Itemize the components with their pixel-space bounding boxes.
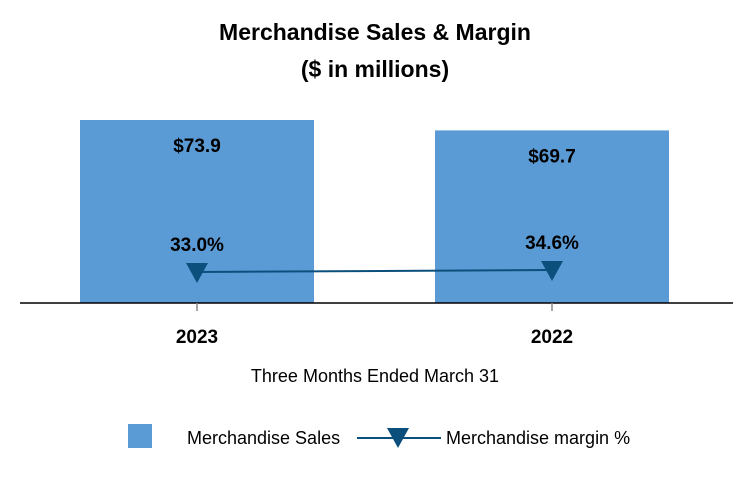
x-tick-label-2023: 2023 xyxy=(176,327,218,348)
legend-swatch-merchandise-sales xyxy=(128,424,152,448)
legend-marker-merchandise-margin xyxy=(387,428,409,448)
x-axis-title: Three Months Ended March 31 xyxy=(251,366,499,386)
bar-value-label-2022: $69.7 xyxy=(528,146,576,167)
margin-label-2023: 33.0% xyxy=(170,235,224,256)
x-tick-label-2022: 2022 xyxy=(531,327,573,348)
bar-value-label-2023: $73.9 xyxy=(173,136,221,157)
legend: Merchandise Sales Merchandise margin % xyxy=(128,424,630,448)
chart-subtitle: ($ in millions) xyxy=(301,56,449,82)
legend-label-merchandise-sales: Merchandise Sales xyxy=(187,428,340,448)
bar-labels-layer: $73.9 $69.7 xyxy=(173,136,576,167)
line-layer: 33.0% 34.6% xyxy=(170,233,579,283)
margin-marker-2023 xyxy=(186,263,208,283)
margin-line xyxy=(196,269,553,273)
bars-layer xyxy=(80,120,669,303)
margin-marker-2022 xyxy=(541,261,563,281)
margin-label-2022: 34.6% xyxy=(525,233,579,254)
chart-title: Merchandise Sales & Margin xyxy=(219,19,531,45)
ticks-layer: 2023 2022 xyxy=(176,303,573,348)
legend-label-merchandise-margin: Merchandise margin % xyxy=(446,428,630,448)
